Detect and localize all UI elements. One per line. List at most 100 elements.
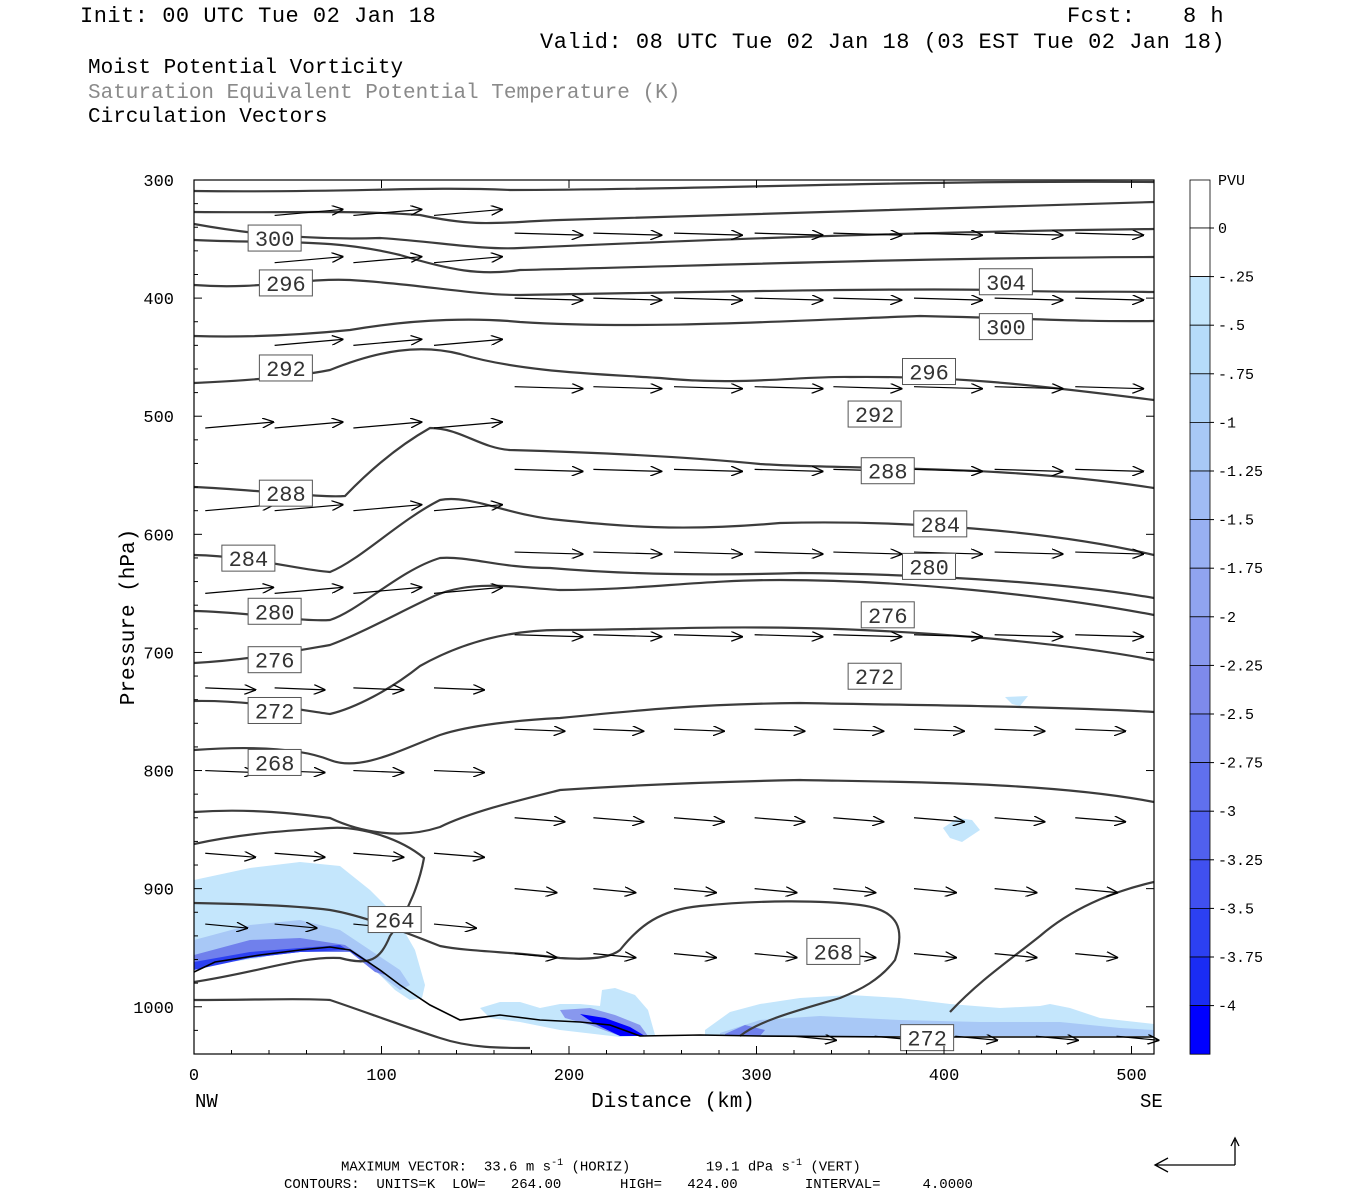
wind-vector [994, 729, 1045, 731]
contour-line [194, 778, 1154, 835]
wind-vector [913, 729, 964, 731]
wind-vector [433, 924, 476, 928]
colorbar-swatch [1189, 810, 1211, 861]
wind-vector [673, 298, 742, 300]
contour-label-text: 296 [909, 362, 949, 387]
x-tick-label: 400 [929, 1067, 960, 1086]
x-tick-label: 500 [1116, 1067, 1147, 1086]
wind-vector [274, 853, 325, 857]
contour-label: 276 [247, 646, 302, 675]
vert-tag: (VERT) [810, 1159, 861, 1176]
wind-vector [433, 853, 484, 857]
wind-vector [1075, 298, 1143, 300]
wind-vector [514, 552, 583, 554]
wind-vector [274, 587, 343, 594]
contour-line [194, 701, 1154, 765]
wind-vector [274, 688, 325, 690]
wind-vector [593, 818, 643, 822]
wind-vector [994, 818, 1045, 822]
y-axis-label: Pressure (hPa) [118, 529, 141, 705]
contour-label-text: 292 [855, 404, 895, 429]
wind-vector [353, 853, 403, 857]
wind-vector [514, 818, 565, 822]
wind-vector [353, 587, 421, 594]
x-axis-label: Distance (km) [591, 1091, 755, 1114]
wind-vector [1075, 552, 1143, 554]
wind-vector [433, 688, 484, 690]
contour-line [194, 900, 901, 1037]
wind-vector [274, 924, 317, 928]
colorbar-label: -3.25 [1218, 853, 1263, 870]
wind-vector [593, 469, 661, 471]
colorbar-label: -.5 [1218, 318, 1245, 335]
colorbar-swatch [1189, 227, 1211, 277]
wind-vector [353, 688, 403, 690]
colorbar-swatch [1189, 470, 1211, 520]
plot-frame [193, 179, 1155, 1055]
y-tick-label: 700 [143, 645, 174, 664]
wind-vector [673, 889, 716, 893]
wind-vector [514, 635, 583, 637]
colorbar-swatch [1189, 567, 1211, 618]
contour-label: 280 [902, 552, 956, 581]
colorbar-swatch [1189, 956, 1211, 1006]
colorbar-swatch [1189, 908, 1211, 958]
wind-vector [205, 688, 255, 690]
wind-vector [593, 635, 661, 637]
contour-label-text: 288 [266, 483, 306, 508]
wind-vector [673, 954, 716, 958]
x-tick-label: 100 [366, 1067, 397, 1086]
contour-label: 292 [847, 400, 902, 429]
wind-vector [353, 505, 421, 512]
colorbar-label: -1.5 [1218, 513, 1254, 530]
reference-vector [1153, 1136, 1240, 1173]
wind-vector [433, 209, 502, 217]
wind-vector [353, 257, 421, 264]
contour-label-text: 272 [907, 1028, 947, 1053]
contour-line [194, 238, 1154, 274]
colorbar-label: -3.5 [1218, 901, 1254, 918]
max-vector-label: MAXIMUM VECTOR: [341, 1159, 468, 1176]
wind-vector [994, 233, 1063, 235]
x-axis: 0 100 200 300 400 500 [189, 180, 1147, 1086]
colorbar-unit: PVU [1218, 173, 1245, 190]
max-vector-horiz: 33.6 m s [483, 1159, 552, 1176]
colorbar-label: -.75 [1218, 367, 1254, 384]
wind-vector [754, 729, 805, 731]
wind-vector [754, 954, 797, 958]
contour-label: 268 [247, 748, 302, 777]
wind-vector [994, 298, 1063, 300]
wind-vector [1075, 729, 1125, 731]
x-end-label-right: SE [1140, 1091, 1163, 1113]
wind-vector [754, 298, 823, 300]
wind-vector [274, 422, 343, 429]
y-tick-label: 900 [143, 882, 174, 901]
colorbar-label: -1.25 [1218, 464, 1263, 481]
colorbar-swatch [1189, 324, 1211, 375]
contour-label: 280 [247, 597, 302, 626]
pv-shade-region [194, 920, 410, 990]
y-tick-label: 1000 [133, 1000, 174, 1019]
x-tick-label: 0 [189, 1067, 199, 1086]
contour-label: 284 [221, 544, 276, 573]
colorbar-label: -1.75 [1218, 561, 1263, 578]
wind-vector [833, 233, 901, 235]
colorbar-label: 0 [1218, 221, 1227, 238]
contour-line [949, 880, 1154, 1013]
contour-line [194, 497, 1154, 574]
contour-label: 272 [247, 696, 302, 725]
wind-vector [593, 387, 661, 389]
wind-vector [673, 233, 742, 235]
field-title-pv: Moist Potential Vorticity [88, 57, 404, 80]
pv-shade-region [1005, 696, 1028, 706]
circulation-vectors [205, 209, 1158, 1040]
contour-label-text: 280 [909, 556, 949, 581]
colorbar-swatch [1189, 616, 1211, 666]
contour-label: 272 [847, 662, 902, 691]
wind-vector [994, 387, 1063, 389]
contour-label-text: 272 [255, 700, 295, 725]
contour-label: 276 [860, 601, 915, 630]
contour-line [194, 348, 1154, 402]
contour-label: 296 [258, 269, 313, 298]
wind-vector [673, 469, 742, 471]
